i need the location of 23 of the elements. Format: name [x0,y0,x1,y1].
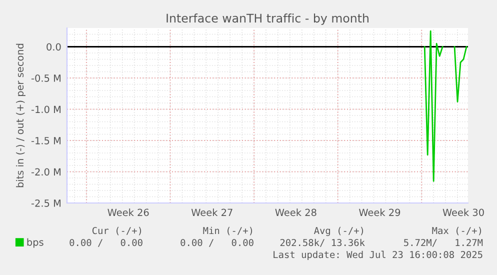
chart-title: Interface wanTH traffic - by month [166,13,368,25]
text: Cur (-/+) [92,226,142,236]
y-tick-label: -1.5 M [31,137,60,144]
text: Min (-/+) [203,226,252,236]
text: Last update: Wed Jul 23 16:00:08 2025 [274,250,482,260]
y-tick-label: -2.0 M [31,168,60,176]
y-tick-label: -0.5 M [31,74,60,82]
text: 202.58k/ 13.36k [280,238,365,247]
y-tick-label: 0.0 [46,43,61,51]
y-axis-title: bits in (-) / out (+) per second [16,44,26,188]
text: 0.00 / 0.00 [70,238,142,247]
x-tick-label: Week 26 [108,208,149,216]
text: 0.00 / 0.00 [180,238,254,247]
text: Avg (-/+) [314,226,364,236]
x-tick-label: Week 30 [442,208,484,216]
x-tick-label: Week 29 [358,208,400,216]
y-tick-label: -2.5 M [31,199,60,207]
text: 5.72M/ 1.27M [404,238,483,247]
x-tick-label: Week 27 [191,208,232,216]
text: Max (-/+) [432,226,482,236]
x-tick-label: Week 28 [275,208,316,216]
legend-label: bps [27,238,44,248]
y-tick-label: -1.0 M [31,106,60,114]
